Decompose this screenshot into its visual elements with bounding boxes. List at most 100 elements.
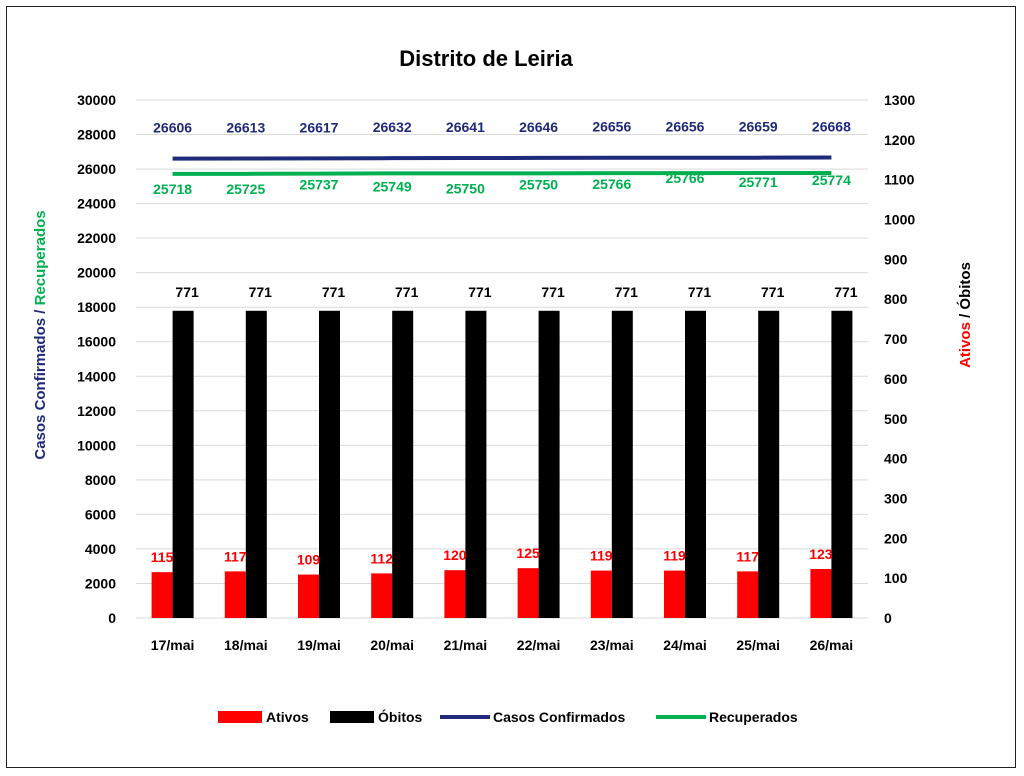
- axis-title-part: Óbitos: [956, 262, 974, 310]
- axis-title-part: Casos Confirmados: [32, 318, 49, 460]
- data-label-obitos: 771: [395, 284, 419, 300]
- data-label-obitos: 771: [249, 284, 273, 300]
- category-label: 17/mai: [151, 637, 195, 653]
- right-tick-label: 100: [884, 570, 908, 586]
- data-label-recuperados: 25749: [373, 178, 412, 194]
- bar-obitos: [465, 310, 487, 618]
- data-label-obitos: 771: [541, 284, 565, 300]
- left-tick-label: 6000: [85, 506, 116, 522]
- right-axis-title: Ativos / Óbitos: [956, 262, 974, 368]
- legend-label: Óbitos: [378, 708, 423, 725]
- category-label: 23/mai: [590, 637, 634, 653]
- category-label: 22/mai: [517, 637, 561, 653]
- data-label-casos-confirmados: 26646: [519, 119, 558, 135]
- left-tick-label: 26000: [77, 161, 116, 177]
- bar-ativos: [517, 568, 539, 618]
- left-tick-label: 4000: [85, 541, 116, 557]
- data-label-obitos: 771: [761, 284, 785, 300]
- data-label-casos-confirmados: 26656: [666, 119, 705, 135]
- right-tick-label: 0: [884, 610, 892, 626]
- data-label-obitos: 771: [615, 284, 639, 300]
- data-label-recuperados: 25737: [300, 177, 339, 193]
- data-label-recuperados: 25766: [592, 176, 631, 192]
- left-tick-label: 2000: [85, 575, 116, 591]
- data-label-obitos: 771: [688, 284, 712, 300]
- legend: Ativos Óbitos Casos Confirmados Recuperados: [218, 708, 798, 725]
- data-label-casos-confirmados: 26613: [226, 119, 265, 135]
- right-tick-label: 400: [884, 451, 908, 467]
- data-label-ativos: 119: [590, 548, 613, 564]
- line-casos-confirmados: [172, 155, 832, 161]
- bar-ativos: [737, 571, 759, 618]
- bar-ativos: [151, 572, 173, 618]
- bar-obitos: [245, 310, 267, 618]
- legend-label: Ativos: [266, 709, 309, 725]
- right-tick-label: 700: [884, 331, 908, 347]
- bar-obitos: [831, 310, 853, 618]
- left-tick-label: 24000: [77, 196, 116, 212]
- right-tick-label: 300: [884, 490, 908, 506]
- data-label-ativos: 112: [370, 550, 393, 566]
- left-tick-label: 28000: [77, 127, 116, 143]
- axis-title-part: Recuperados: [32, 210, 49, 305]
- right-tick-label: 900: [884, 251, 908, 267]
- right-tick-label: 500: [884, 411, 908, 427]
- axis-title-part: Ativos: [957, 322, 974, 368]
- right-tick-label: 200: [884, 530, 908, 546]
- category-label: 21/mai: [444, 637, 488, 653]
- data-label-ativos: 125: [516, 545, 540, 561]
- category-label: 26/mai: [810, 637, 854, 653]
- right-tick-label: 1100: [884, 172, 915, 188]
- bar-ativos: [664, 570, 685, 618]
- left-tick-label: 30000: [77, 92, 116, 108]
- data-label-recuperados: 25725: [226, 181, 265, 197]
- data-label-obitos: 771: [175, 284, 199, 300]
- data-label-casos-confirmados: 26659: [739, 119, 778, 135]
- data-label-obitos: 771: [834, 284, 858, 300]
- data-label-casos-confirmados: 26617: [300, 119, 339, 135]
- bar-obitos: [685, 310, 706, 618]
- legend-swatch: [330, 711, 374, 723]
- category-label: 19/mai: [297, 637, 341, 653]
- left-tick-label: 16000: [77, 334, 116, 350]
- axis-title-part: /: [32, 305, 49, 318]
- data-label-casos-confirmados: 26656: [592, 119, 631, 135]
- bar-obitos: [172, 310, 194, 618]
- right-tick-label: 1300: [884, 92, 915, 108]
- bar-obitos: [538, 310, 560, 618]
- bar-obitos: [392, 310, 414, 618]
- category-label: 24/mai: [663, 637, 707, 653]
- data-label-casos-confirmados: 26641: [446, 119, 485, 135]
- left-tick-label: 22000: [77, 230, 116, 246]
- bar-ativos: [371, 573, 393, 618]
- legend-label: Casos Confirmados: [493, 709, 625, 725]
- line-recuperados: [172, 170, 832, 176]
- data-label-ativos: 115: [151, 549, 174, 565]
- data-label-recuperados: 25718: [153, 181, 192, 197]
- data-label-ativos: 120: [443, 547, 467, 563]
- data-label-obitos: 771: [468, 284, 492, 300]
- left-tick-label: 0: [108, 610, 116, 626]
- bar-ativos: [810, 568, 832, 618]
- data-label-ativos: 123: [809, 546, 833, 562]
- data-label-ativos: 117: [224, 548, 247, 564]
- right-tick-label: 800: [884, 291, 908, 307]
- legend-swatch: [218, 711, 262, 723]
- data-label-recuperados: 25750: [446, 180, 485, 196]
- left-tick-label: 18000: [77, 299, 116, 315]
- left-tick-label: 8000: [85, 472, 116, 488]
- data-label-ativos: 117: [736, 548, 759, 564]
- data-label-recuperados: 25774: [812, 172, 851, 188]
- left-tick-label: 10000: [77, 437, 116, 453]
- bar-ativos: [590, 570, 612, 618]
- right-tick-label: 600: [884, 371, 908, 387]
- data-label-casos-confirmados: 26632: [373, 119, 412, 135]
- data-label-recuperados: 25771: [739, 174, 778, 190]
- left-tick-label: 20000: [77, 265, 116, 281]
- left-axis-title: Casos Confirmados / Recuperados: [32, 210, 49, 459]
- axis-title-part: /: [957, 310, 974, 323]
- bar-ativos: [444, 570, 466, 618]
- left-tick-label: 12000: [77, 403, 116, 419]
- data-label-casos-confirmados: 26668: [812, 119, 851, 135]
